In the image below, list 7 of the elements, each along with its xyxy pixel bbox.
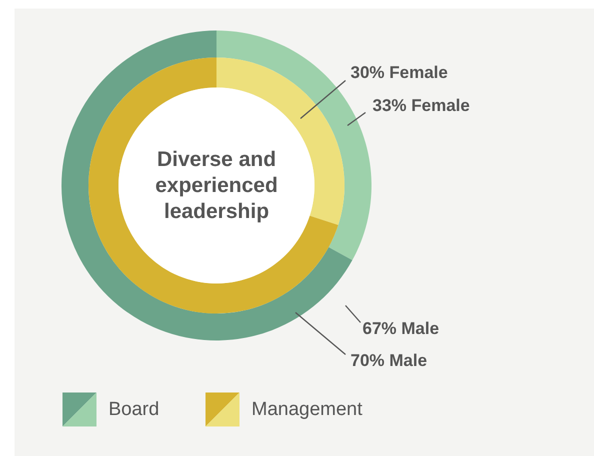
text: Diverse and experienced leadership <box>155 148 278 223</box>
legend-label: Board <box>108 399 160 420</box>
slice-label: 33% Female <box>372 96 470 115</box>
legend-label: Management <box>252 399 364 420</box>
slice-label: 67% Male <box>362 319 440 338</box>
text: 70% Male <box>350 351 428 370</box>
text: 30% Female <box>350 63 448 82</box>
